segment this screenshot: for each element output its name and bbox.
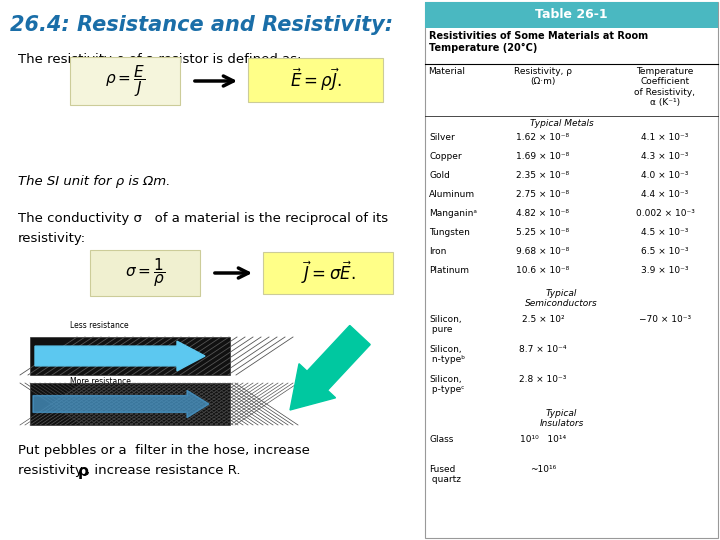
Text: 0.002 × 10⁻³: 0.002 × 10⁻³: [636, 209, 694, 218]
Text: $\sigma = \dfrac{1}{\rho}$: $\sigma = \dfrac{1}{\rho}$: [125, 256, 165, 289]
Text: The resistivity ρ of a resistor is defined as:: The resistivity ρ of a resistor is defin…: [18, 53, 302, 66]
Text: 1.62 × 10⁻⁸: 1.62 × 10⁻⁸: [516, 133, 570, 142]
Text: Tungsten: Tungsten: [429, 228, 470, 237]
Text: 2.8 × 10⁻³: 2.8 × 10⁻³: [519, 375, 567, 384]
Text: 1.69 × 10⁻⁸: 1.69 × 10⁻⁸: [516, 152, 570, 161]
Text: More resistance: More resistance: [70, 377, 131, 386]
Text: resistivity:: resistivity:: [18, 232, 86, 245]
Text: ~10¹⁶: ~10¹⁶: [530, 465, 556, 474]
FancyBboxPatch shape: [70, 57, 180, 105]
Text: Silicon,
 n-typeᵇ: Silicon, n-typeᵇ: [429, 345, 465, 364]
Text: 2.75 × 10⁻⁸: 2.75 × 10⁻⁸: [516, 190, 570, 199]
Text: Silicon,
 p-typeᶜ: Silicon, p-typeᶜ: [429, 375, 464, 394]
Text: 2.5 × 10²: 2.5 × 10²: [522, 315, 564, 324]
Text: Manganinᵃ: Manganinᵃ: [429, 209, 477, 218]
Text: 3.9 × 10⁻³: 3.9 × 10⁻³: [642, 266, 689, 275]
FancyBboxPatch shape: [30, 383, 230, 425]
Text: −70 × 10⁻³: −70 × 10⁻³: [639, 315, 691, 324]
Text: resistivity: resistivity: [18, 464, 91, 477]
Text: 9.68 × 10⁻⁸: 9.68 × 10⁻⁸: [516, 247, 570, 256]
Text: 4.1 × 10⁻³: 4.1 × 10⁻³: [642, 133, 689, 142]
Text: Resistivity, ρ
(Ω·m): Resistivity, ρ (Ω·m): [514, 67, 572, 86]
Text: Fused
 quartz: Fused quartz: [429, 465, 461, 484]
Text: 26.4: Resistance and Resistivity:: 26.4: Resistance and Resistivity:: [10, 15, 393, 35]
Text: Typical
Semiconductors: Typical Semiconductors: [525, 289, 598, 308]
Text: Material: Material: [428, 67, 466, 76]
Text: Temperature
Coefficient
of Resistivity,
α (K⁻¹): Temperature Coefficient of Resistivity, …: [634, 67, 696, 107]
Text: Typical Metals: Typical Metals: [530, 119, 593, 128]
Text: 4.0 × 10⁻³: 4.0 × 10⁻³: [642, 171, 689, 180]
Text: 4.5 × 10⁻³: 4.5 × 10⁻³: [642, 228, 689, 237]
Text: , increase resistance R.: , increase resistance R.: [86, 464, 240, 477]
Text: Gold: Gold: [429, 171, 450, 180]
Text: Silver: Silver: [429, 133, 455, 142]
Text: 4.82 × 10⁻⁸: 4.82 × 10⁻⁸: [516, 209, 570, 218]
FancyBboxPatch shape: [248, 58, 383, 102]
Text: Silicon,
 pure: Silicon, pure: [429, 315, 462, 334]
Text: The conductivity σ   of a material is the reciprocal of its: The conductivity σ of a material is the …: [18, 212, 388, 225]
Text: Platinum: Platinum: [429, 266, 469, 275]
Text: Put pebbles or a  filter in the hose, increase: Put pebbles or a filter in the hose, inc…: [18, 444, 310, 457]
FancyBboxPatch shape: [425, 2, 718, 538]
Text: 4.4 × 10⁻³: 4.4 × 10⁻³: [642, 190, 688, 199]
FancyArrow shape: [290, 326, 370, 410]
Text: Less resistance: Less resistance: [70, 321, 129, 330]
Text: Iron: Iron: [429, 247, 446, 256]
Text: 4.3 × 10⁻³: 4.3 × 10⁻³: [642, 152, 689, 161]
Text: 10.6 × 10⁻⁸: 10.6 × 10⁻⁸: [516, 266, 570, 275]
Text: $\vec{J} = \sigma\vec{E}.$: $\vec{J} = \sigma\vec{E}.$: [301, 260, 355, 286]
FancyArrow shape: [35, 341, 205, 371]
Text: ρ: ρ: [78, 464, 89, 479]
Text: 8.7 × 10⁻⁴: 8.7 × 10⁻⁴: [519, 345, 567, 354]
FancyBboxPatch shape: [30, 337, 230, 375]
Text: $\vec{E} = \rho\vec{J}.$: $\vec{E} = \rho\vec{J}.$: [289, 67, 341, 93]
Text: Table 26-1: Table 26-1: [535, 9, 608, 22]
Text: Resistivities of Some Materials at Room
Temperature (20°C): Resistivities of Some Materials at Room …: [429, 31, 648, 53]
Text: 5.25 × 10⁻⁸: 5.25 × 10⁻⁸: [516, 228, 570, 237]
Text: 10¹⁰   10¹⁴: 10¹⁰ 10¹⁴: [520, 435, 566, 444]
FancyBboxPatch shape: [425, 2, 718, 28]
Text: Copper: Copper: [429, 152, 462, 161]
Text: Glass: Glass: [429, 435, 454, 444]
Text: 6.5 × 10⁻³: 6.5 × 10⁻³: [642, 247, 689, 256]
Text: Typical
Insulators: Typical Insulators: [539, 409, 584, 428]
Text: Aluminum: Aluminum: [429, 190, 475, 199]
FancyBboxPatch shape: [263, 252, 393, 294]
Text: 2.35 × 10⁻⁸: 2.35 × 10⁻⁸: [516, 171, 570, 180]
Text: The SI unit for ρ is Ωm.: The SI unit for ρ is Ωm.: [18, 175, 171, 188]
FancyBboxPatch shape: [90, 250, 200, 296]
FancyArrow shape: [33, 390, 209, 417]
Text: $\rho = \dfrac{E}{J}$: $\rho = \dfrac{E}{J}$: [105, 63, 145, 99]
